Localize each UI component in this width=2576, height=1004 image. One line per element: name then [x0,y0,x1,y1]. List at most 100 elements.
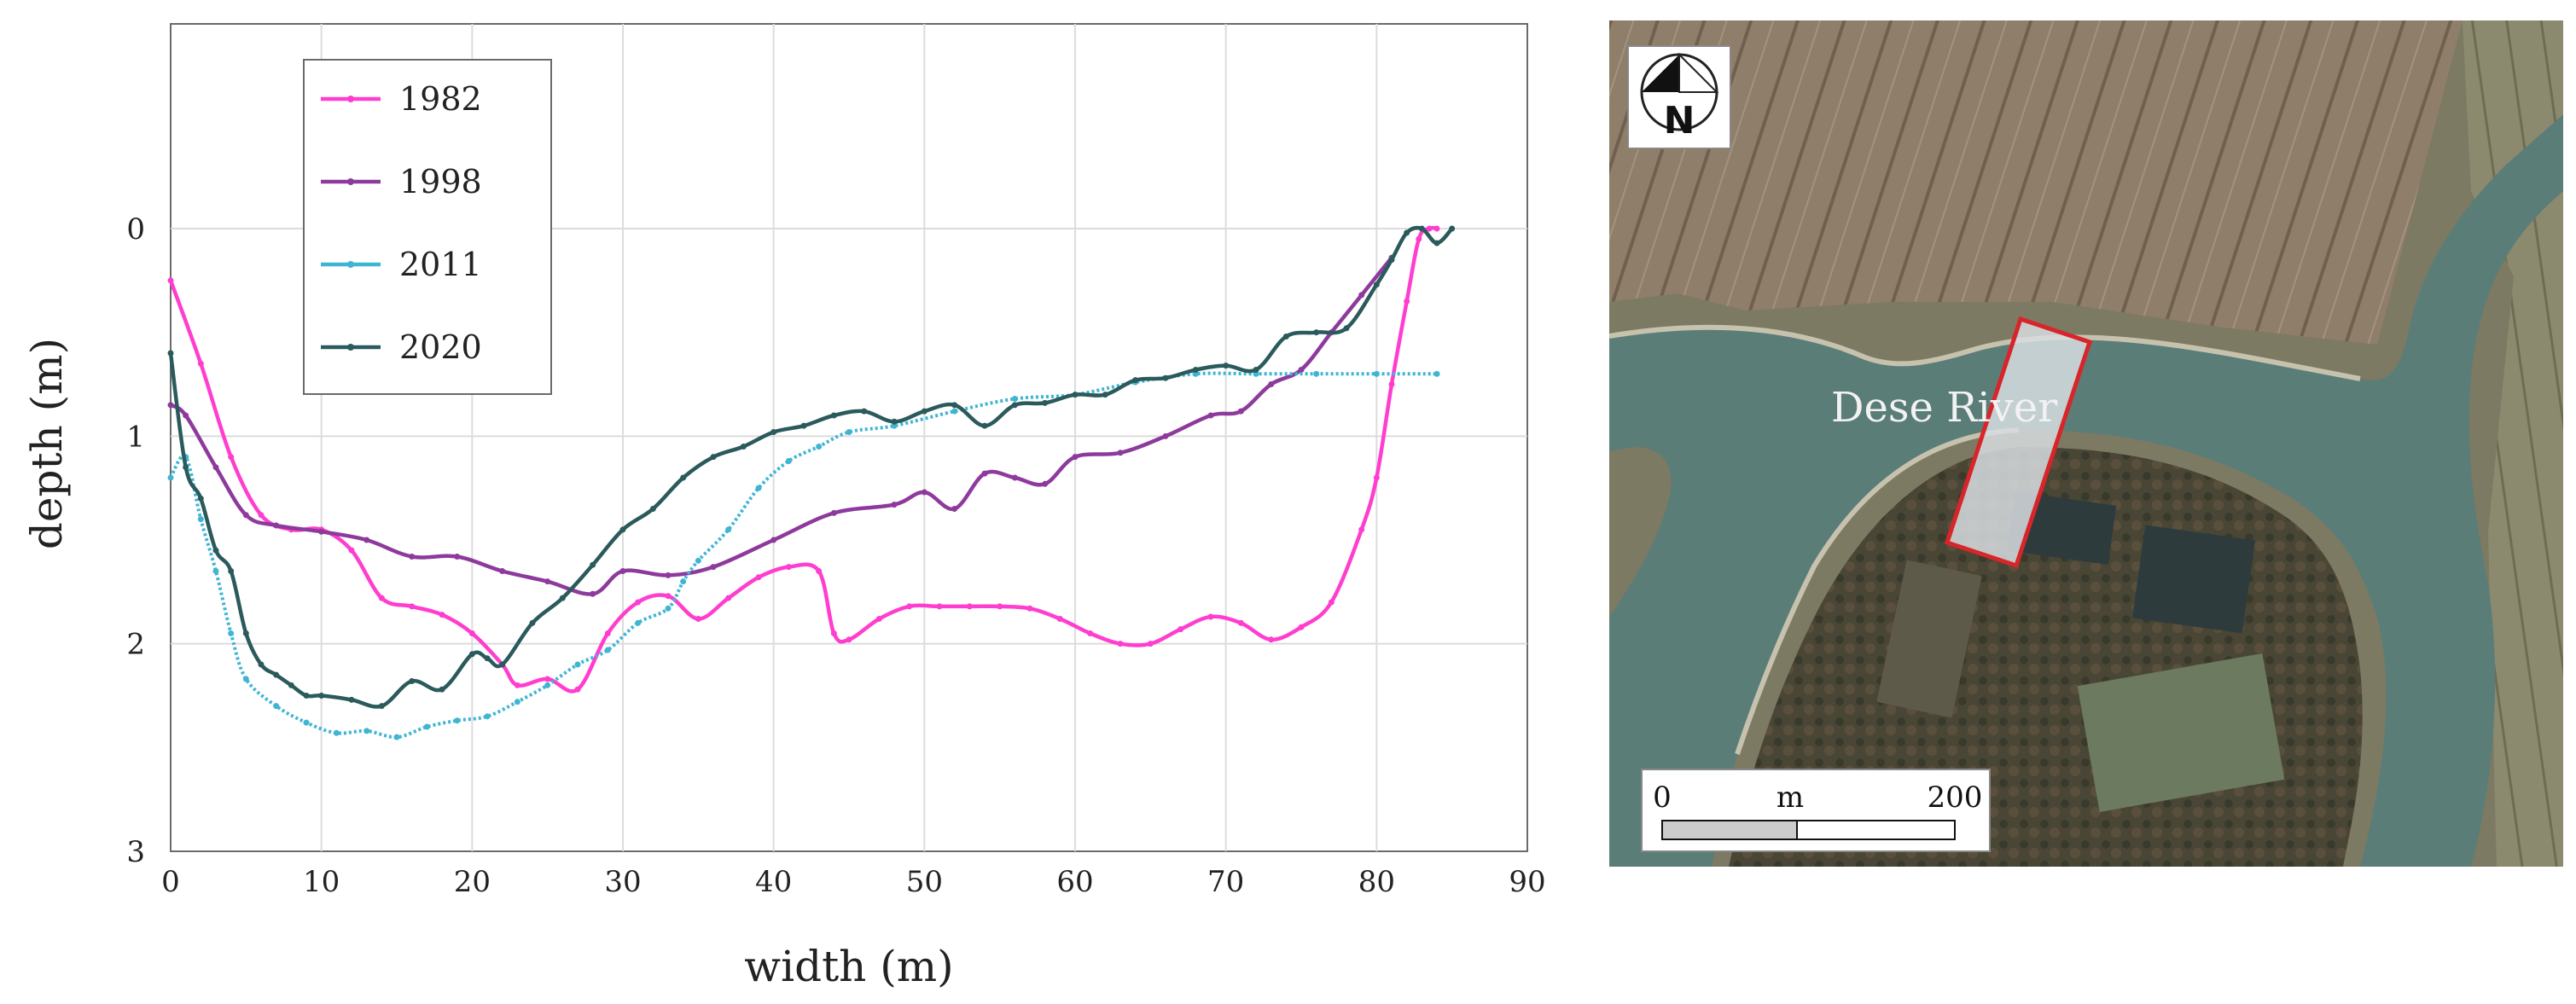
data-point [1011,402,1018,409]
data-point [1268,636,1275,643]
data-point [228,630,235,636]
x-tick-label: 0 [161,865,180,899]
data-point [514,682,520,688]
data-point [559,595,566,601]
series-line-1982 [168,225,1438,694]
data-point [454,553,461,560]
data-point [318,528,325,535]
data-point [1388,257,1395,263]
data-point [1404,229,1410,236]
data-point [1373,474,1380,481]
data-point [212,568,219,574]
data-point [1416,235,1422,242]
data-point [1147,641,1154,647]
data-point [1011,396,1018,403]
data-point [981,422,988,429]
data-point [1207,412,1214,419]
data-point [619,526,626,533]
data-point [665,572,672,578]
data-point [1343,325,1350,332]
data-point [242,630,249,636]
data-point [891,418,898,425]
data-point [242,512,249,519]
data-point [378,595,385,601]
data-point [770,428,777,435]
y-tick-label: 0 [126,212,145,247]
data-point [1253,370,1259,377]
legend: 1982 1998 2011 2020 [303,59,552,395]
legend-label: 1998 [399,163,482,200]
scale-segment-2 [1796,820,1956,840]
y-axis-title: depth (m) [22,338,72,549]
data-point [1328,599,1335,606]
legend-box [303,59,552,395]
data-point [393,734,400,740]
river-label: Dese River [1831,384,2057,432]
data-point [1282,334,1289,340]
data-point [1117,450,1124,456]
data-point [1223,363,1230,369]
data-point [816,568,823,574]
data-point [1237,408,1244,415]
data-point [830,509,837,516]
y-tick-label: 1 [126,420,145,454]
data-point [423,723,430,730]
data-point [484,655,491,662]
data-point [1162,374,1169,381]
data-point [635,619,642,626]
data-point [604,630,611,636]
x-tick-label: 40 [755,865,792,899]
data-point [439,612,445,618]
data-point [1358,292,1365,299]
data-point [665,593,672,600]
data-point [1072,392,1079,398]
data-point [242,676,249,682]
data-point [529,619,536,626]
data-point [288,682,294,688]
data-point [1178,626,1184,633]
data-point [378,703,385,710]
data-point [363,537,370,543]
x-tick-label: 10 [303,865,340,899]
data-point [997,603,1003,610]
data-point [755,485,762,491]
data-point [167,474,174,481]
data-point [680,578,687,585]
data-point [544,682,551,688]
data-point [1011,474,1018,481]
data-point [740,444,747,450]
data-point [816,444,823,450]
data-point [1418,225,1425,232]
data-point [891,422,898,429]
x-axis-title: width (m) [744,942,953,991]
axis-ticks: 0 10 20 30 40 50 60 70 80 90 0 1 2 3 [126,212,1545,899]
data-point [1026,605,1033,612]
data-point [619,568,626,574]
data-point [846,428,852,435]
data-point [951,408,958,415]
data-point [830,412,837,419]
data-point [846,636,852,643]
data-point [951,402,958,409]
data-point [258,661,265,668]
scale-end-label: 200 [1928,781,1983,815]
data-point [333,729,340,736]
data-point [725,526,732,533]
data-point [785,458,792,465]
data-point [273,522,280,529]
data-point [710,454,717,461]
data-point [1087,630,1094,636]
data-point [514,699,520,705]
aerial-map: Dese River N 0 m 200 [1609,20,2563,867]
data-point [468,651,475,658]
data-point [212,464,219,471]
data-point [348,547,355,554]
data-point [1298,366,1305,373]
data-point [439,686,445,693]
data-point [484,713,491,720]
data-point [167,402,174,409]
data-point [183,412,189,419]
east-fields [2463,20,2563,867]
data-point [710,564,717,571]
legend-marker [347,344,354,351]
